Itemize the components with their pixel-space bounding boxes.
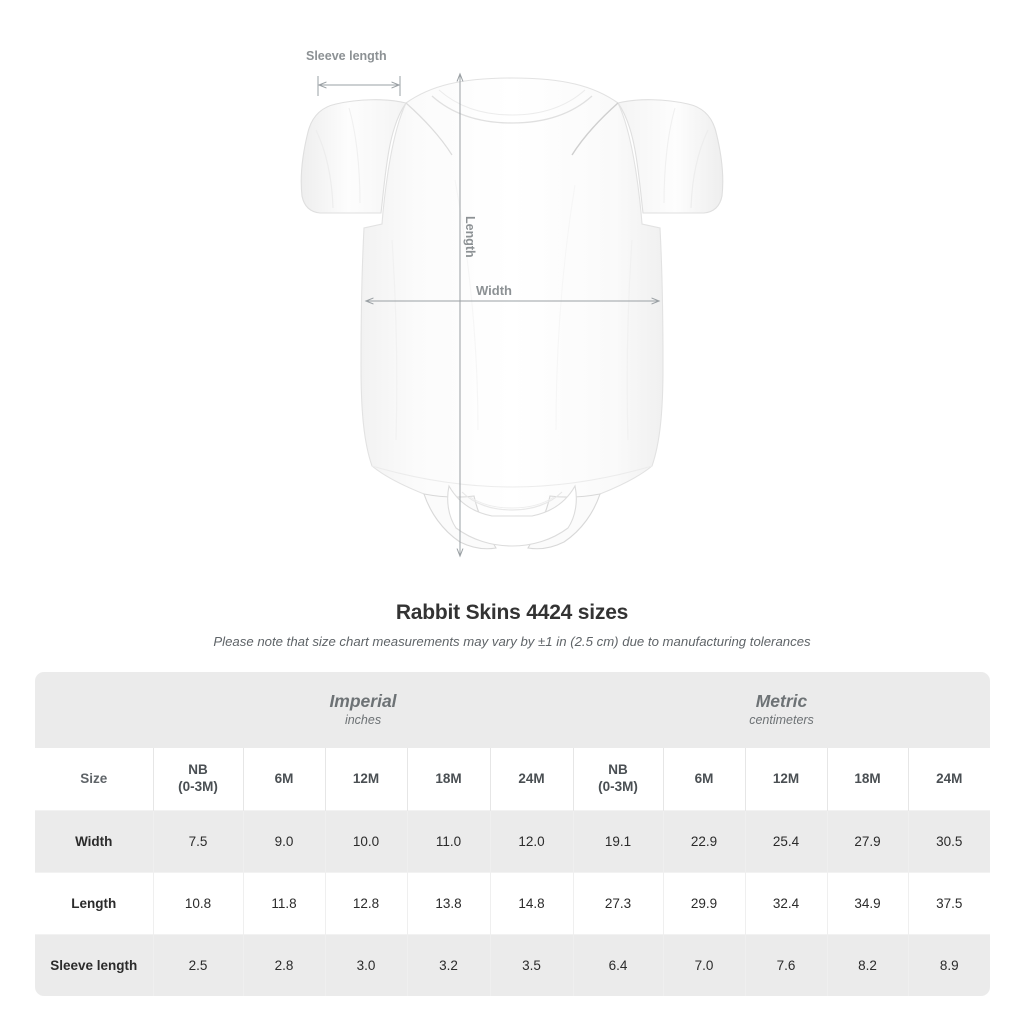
size-header-cell: 6M bbox=[662, 748, 746, 811]
row-label: Sleeve length bbox=[35, 934, 153, 996]
size-header-main: NB bbox=[608, 762, 628, 778]
size-header-label: Size bbox=[35, 748, 153, 811]
size-header-main: 6M bbox=[274, 770, 294, 786]
chart-subtitle: Please note that size chart measurements… bbox=[213, 634, 811, 649]
size-header-cell: 12M bbox=[324, 748, 407, 811]
size-header-main: NB bbox=[188, 762, 208, 778]
length-label: Length bbox=[463, 216, 477, 258]
size-header-sub: (0-3M) bbox=[598, 779, 638, 794]
size-header-cell: 12M bbox=[744, 748, 828, 811]
size-header-cell: 24M bbox=[907, 748, 991, 811]
table-cell: 6.4 bbox=[572, 934, 664, 996]
unit-group-imperial: Imperial inches bbox=[153, 672, 574, 748]
table-cell: 37.5 bbox=[907, 872, 991, 935]
table-cell: 10.8 bbox=[152, 872, 243, 935]
table-cell: 10.0 bbox=[324, 810, 407, 873]
unit-group-metric-sub: centimeters bbox=[749, 712, 814, 727]
table-row: Length 10.8 11.8 12.8 13.8 14.8 27.3 29.… bbox=[35, 872, 991, 935]
size-header-cell: 24M bbox=[489, 748, 574, 811]
table-cell: 9.0 bbox=[242, 810, 325, 873]
right-sleeve bbox=[617, 99, 724, 214]
table-cell: 11.8 bbox=[242, 872, 325, 935]
size-header-cell: 6M bbox=[242, 748, 325, 811]
size-header-sub: (0-3M) bbox=[178, 779, 218, 794]
size-header-main: 12M bbox=[352, 770, 380, 786]
garment-illustration: Sleeve length Length Width bbox=[300, 49, 724, 580]
table-cell: 34.9 bbox=[826, 872, 909, 935]
unit-spacer-cell bbox=[35, 672, 153, 748]
sleeve-length-label: Sleeve length bbox=[306, 49, 387, 63]
table-cell: 2.8 bbox=[242, 934, 325, 996]
table-cell: 22.9 bbox=[662, 810, 746, 873]
size-header-main: 24M bbox=[518, 770, 545, 786]
table-cell: 30.5 bbox=[907, 810, 991, 873]
table-cell: 3.2 bbox=[406, 934, 490, 996]
table-cell: 7.0 bbox=[662, 934, 746, 996]
table-cell: 27.9 bbox=[826, 810, 909, 873]
table-cell: 19.1 bbox=[572, 810, 664, 873]
size-header-cell: NB (0-3M) bbox=[152, 748, 243, 811]
chart-title: Rabbit Skins 4424 sizes bbox=[395, 601, 629, 624]
size-chart-table-container: Imperial inches Metric centimeters Size … bbox=[35, 672, 991, 996]
size-header-main: 18M bbox=[854, 770, 881, 786]
length-annotation: Length bbox=[460, 74, 477, 556]
table-cell: 3.0 bbox=[324, 934, 407, 996]
table-row: Sleeve length 2.5 2.8 3.0 3.2 3.5 6.4 7.… bbox=[35, 934, 991, 996]
table-cell: 3.5 bbox=[489, 934, 574, 996]
unit-group-imperial-sub: inches bbox=[344, 712, 382, 727]
width-label: Width bbox=[476, 283, 512, 298]
size-header-main: 6M bbox=[694, 770, 714, 786]
size-header-cell: 18M bbox=[826, 748, 909, 811]
table-cell: 14.8 bbox=[489, 872, 574, 935]
row-label: Length bbox=[35, 872, 153, 935]
bodysuit-body bbox=[360, 77, 664, 550]
table-row: Width 7.5 9.0 10.0 11.0 12.0 19.1 22.9 2… bbox=[35, 810, 991, 873]
table-cell: 8.2 bbox=[826, 934, 909, 996]
table-cell: 7.5 bbox=[152, 810, 243, 873]
table-cell: 12.8 bbox=[324, 872, 407, 935]
size-header-cell: NB (0-3M) bbox=[572, 748, 664, 811]
size-chart-table: Imperial inches Metric centimeters Size … bbox=[35, 672, 991, 996]
table-cell: 27.3 bbox=[572, 872, 664, 935]
table-cell: 8.9 bbox=[907, 934, 991, 996]
size-header-row: Size NB (0-3M) 6M 12M 18M 24M N bbox=[35, 748, 991, 811]
table-cell: 12.0 bbox=[489, 810, 574, 873]
width-annotation: Width bbox=[366, 283, 659, 301]
size-header-main: 18M bbox=[435, 770, 462, 786]
table-cell: 11.0 bbox=[406, 810, 490, 873]
table-cell: 32.4 bbox=[744, 872, 828, 935]
unit-group-metric-name: Metric bbox=[755, 690, 808, 711]
table-cell: 2.5 bbox=[152, 934, 243, 996]
row-label: Width bbox=[35, 810, 153, 873]
table-cell: 25.4 bbox=[744, 810, 828, 873]
table-cell: 29.9 bbox=[662, 872, 746, 935]
unit-group-imperial-name: Imperial bbox=[329, 690, 397, 711]
unit-group-row: Imperial inches Metric centimeters bbox=[35, 672, 991, 748]
size-header-main: 12M bbox=[772, 770, 800, 786]
table-cell: 13.8 bbox=[406, 872, 490, 935]
size-header-main: 24M bbox=[936, 770, 963, 786]
size-header-cell: 18M bbox=[406, 748, 490, 811]
table-cell: 7.6 bbox=[744, 934, 828, 996]
unit-group-metric: Metric centimeters bbox=[573, 672, 991, 748]
sleeve-length-annotation: Sleeve length bbox=[306, 49, 401, 96]
